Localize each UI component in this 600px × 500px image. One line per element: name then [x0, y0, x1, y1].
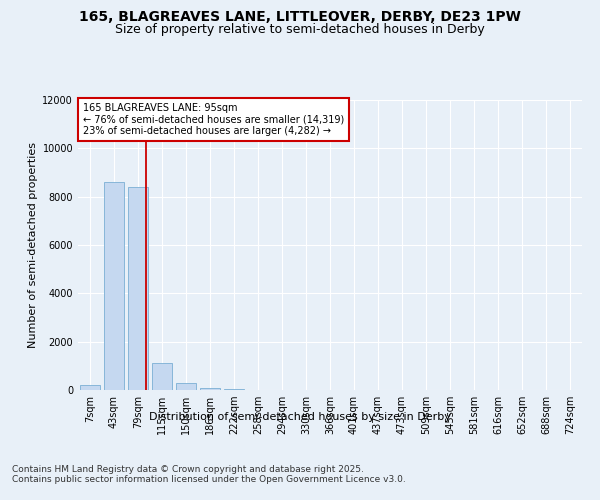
- Text: Contains public sector information licensed under the Open Government Licence v3: Contains public sector information licen…: [12, 475, 406, 484]
- Y-axis label: Number of semi-detached properties: Number of semi-detached properties: [28, 142, 38, 348]
- Text: Contains HM Land Registry data © Crown copyright and database right 2025.: Contains HM Land Registry data © Crown c…: [12, 465, 364, 474]
- Bar: [80, 385, 100, 390]
- Text: Distribution of semi-detached houses by size in Derby: Distribution of semi-detached houses by …: [149, 412, 451, 422]
- Text: 165, BLAGREAVES LANE, LITTLEOVER, DERBY, DE23 1PW: 165, BLAGREAVES LANE, LITTLEOVER, DERBY,…: [79, 10, 521, 24]
- Text: 165 BLAGREAVES LANE: 95sqm
← 76% of semi-detached houses are smaller (14,319)
23: 165 BLAGREAVES LANE: 95sqm ← 76% of semi…: [83, 103, 344, 136]
- Bar: [152, 364, 172, 390]
- Text: Size of property relative to semi-detached houses in Derby: Size of property relative to semi-detach…: [115, 22, 485, 36]
- Bar: [176, 383, 196, 390]
- Bar: [104, 182, 124, 390]
- Bar: [128, 187, 148, 390]
- Bar: [200, 388, 220, 390]
